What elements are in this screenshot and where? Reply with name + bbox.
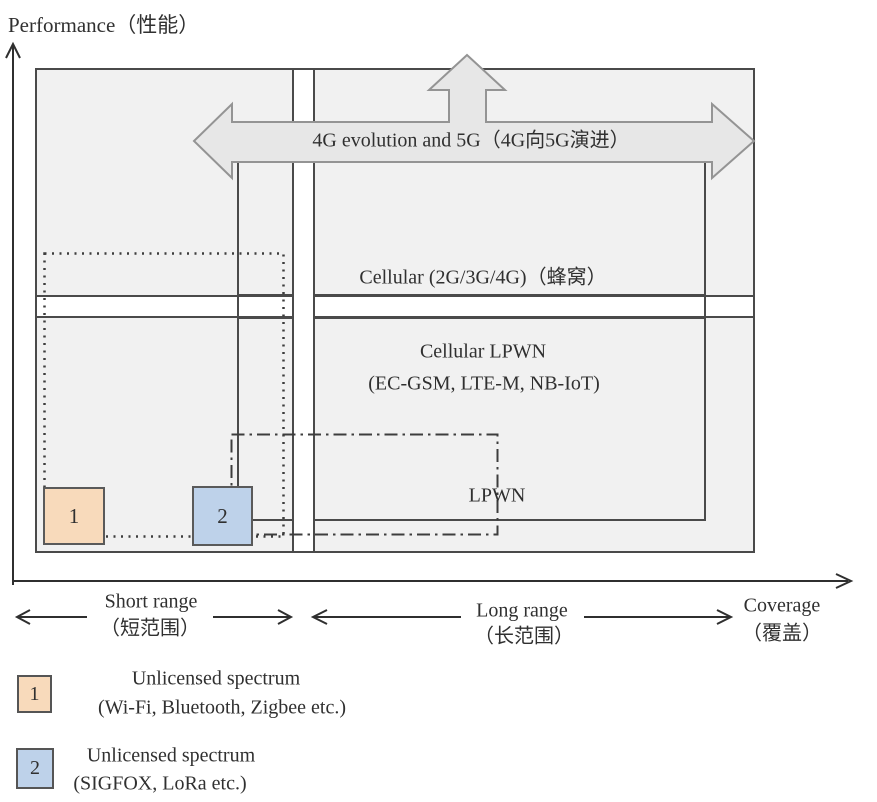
cellular-lpwn-label-line1: Cellular LPWN [419, 340, 547, 363]
legend-marker-box-1: 1 [17, 675, 52, 713]
marker-box-1: 1 [43, 487, 105, 545]
marker-1-label: 1 [68, 503, 80, 528]
legend-marker-2-label: 2 [30, 757, 40, 779]
coverage-axis-label-en: Coverage [743, 594, 821, 617]
horizontal-divider-channel [37, 295, 753, 318]
evolution-arrow-label: 4G evolution and 5G（4G向5G演进） [312, 129, 630, 152]
cellular-lpwn-label-line2: (EC-GSM, LTE-M, NB-IoT) [368, 372, 600, 395]
legend-item-1-line1: Unlicensed spectrum [131, 667, 301, 690]
legend-marker-box-2: 2 [16, 748, 54, 789]
y-axis-arrowhead [5, 41, 21, 59]
long-range-label-zh: （长范围） [474, 625, 574, 648]
vertical-divider-channel [292, 70, 315, 551]
marker-2-label: 2 [217, 503, 228, 528]
legend-marker-1-label: 1 [29, 682, 40, 705]
lpwn-region-label: LPWN [468, 484, 526, 507]
short-range-left-arrowhead [14, 609, 31, 625]
marker-box-2: 2 [192, 486, 253, 546]
short-range-right-arrowhead [277, 609, 294, 625]
legend-item-1-line2: (Wi-Fi, Bluetooth, Zigbee etc.) [97, 696, 347, 719]
long-range-left-arrowhead [310, 609, 328, 625]
x-axis-arrowhead [835, 573, 854, 589]
coverage-axis-label-zh: （覆盖） [742, 622, 822, 645]
legend-item-2-line2: (SIGFOX, LoRa etc.) [73, 772, 247, 795]
cellular-region-label: Cellular (2G/3G/4G)（蜂窝） [359, 266, 607, 289]
short-range-label-zh: （短范围） [100, 617, 200, 640]
long-range-right-arrowhead [716, 609, 734, 625]
short-range-label-en: Short range [104, 590, 198, 613]
long-range-label-en: Long range [476, 599, 568, 622]
legend-item-2-line1: Unlicensed spectrum [86, 744, 256, 767]
performance-axis-label: Performance（性能） [8, 13, 200, 37]
